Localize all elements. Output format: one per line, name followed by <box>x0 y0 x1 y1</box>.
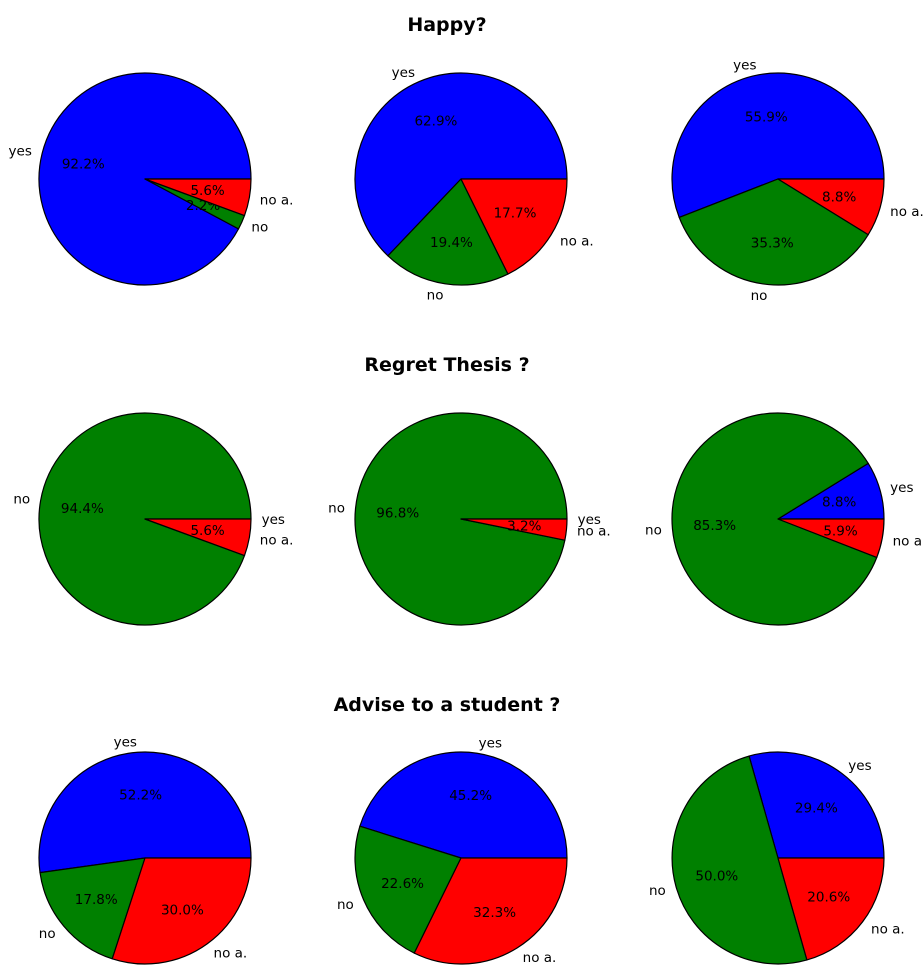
slice-percent-no: 19.4% <box>430 235 473 251</box>
slice-no-a <box>777 178 885 236</box>
slice-label-no: no <box>13 492 30 508</box>
slice-no <box>387 178 509 286</box>
slice-label-no-a: no a. <box>260 192 294 208</box>
slice-percent-no: 22.6% <box>381 876 424 892</box>
slice-label-yes: yes <box>9 144 32 160</box>
slice-label-no: no <box>645 523 662 539</box>
slice-yes <box>359 751 568 859</box>
slice-no-a <box>413 857 568 965</box>
slice-label-yes: yes <box>848 758 871 774</box>
slice-percent-yes: 55.9% <box>745 109 788 125</box>
slice-label-no: no <box>649 883 666 899</box>
slice-no <box>678 178 869 286</box>
slice-percent-no: 85.3% <box>693 518 736 534</box>
pie-happy-3: yes 55.9% no 35.3% no a. 8.8% <box>671 57 923 304</box>
slice-label-no-a: no a. <box>560 234 594 250</box>
slice-percent-yes: 29.4% <box>795 800 838 816</box>
row-title-regret-thesis: Regret Thesis ? <box>364 354 529 376</box>
slice-percent-yes: 8.8% <box>822 495 856 511</box>
slice-label-yes: yes <box>578 512 601 528</box>
slice-label-no-a: no a. <box>893 533 923 549</box>
slice-percent-no-a: 30.0% <box>161 902 204 918</box>
slice-percent-yes: 52.2% <box>119 788 162 804</box>
slice-no-a <box>144 178 252 217</box>
slice-percent-yes: 45.2% <box>449 788 492 804</box>
pie-regret-thesis-3: yes 8.8% no 85.3% no a. 5.9% <box>645 412 923 626</box>
slice-no <box>671 412 878 626</box>
slice-no-a <box>460 518 568 541</box>
slice-percent-no-a: 5.6% <box>190 183 224 199</box>
slice-yes <box>354 72 568 257</box>
slice-yes <box>671 72 885 219</box>
slice-no <box>39 857 146 960</box>
slice-no <box>354 825 462 954</box>
slice-label-yes: yes <box>890 480 913 496</box>
slice-percent-yes: 92.2% <box>62 157 105 173</box>
slice-label-yes: yes <box>392 65 415 81</box>
slice-label-no: no <box>751 288 768 304</box>
pie-advise-to-a-student-1: yes 52.2% no 17.8% no a. 30.0% <box>38 735 252 965</box>
slice-no-a <box>144 518 252 557</box>
slice-percent-no: 35.3% <box>751 235 794 251</box>
slice-label-yes: yes <box>479 736 502 752</box>
slice-percent-no: 17.8% <box>75 892 118 908</box>
slice-yes <box>38 751 252 874</box>
pie-happy-2: yes 62.9% no 19.4% no a. 17.7% <box>354 65 594 303</box>
slice-label-no-a: no a. <box>214 945 248 961</box>
slice-label-yes: yes <box>262 512 285 528</box>
slice-no-a <box>460 178 568 275</box>
slice-label-no-a: no a. <box>890 204 923 220</box>
slice-label-no: no <box>251 220 268 236</box>
slice-label-no-a: no a. <box>871 921 905 937</box>
slice-percent-no: 96.8% <box>376 506 419 522</box>
slice-percent-no: 94.4% <box>61 501 104 517</box>
slice-label-no-a: no a. <box>523 950 557 965</box>
slice-label-yes: yes <box>733 57 756 73</box>
slice-label-no: no <box>337 897 354 913</box>
slice-percent-no-a: 5.6% <box>190 523 224 539</box>
pie-advise-to-a-student-3: yes 29.4% no 50.0% no a. 20.6% <box>649 751 905 965</box>
slice-no <box>671 755 808 965</box>
slice-no-a <box>111 857 252 965</box>
row-title-advise-student: Advise to a student ? <box>334 694 561 716</box>
slice-label-no: no <box>427 287 444 303</box>
slice-percent-no-a: 8.8% <box>822 189 856 205</box>
pie-advise-to-a-student-2: yes 45.2% no 22.6% no a. 32.3% <box>337 736 568 965</box>
slice-percent-no-a: 17.7% <box>494 206 537 222</box>
slice-percent-no-a: 3.2% <box>507 518 541 534</box>
slice-percent-no-a: 5.9% <box>823 524 857 540</box>
slice-no-a <box>777 857 885 961</box>
slice-label-no-a: no a. <box>260 532 294 548</box>
slice-label-yes: yes <box>114 735 137 751</box>
slice-percent-yes: 62.9% <box>414 114 457 130</box>
slice-percent-no-a: 20.6% <box>807 889 850 905</box>
slice-percent-no-a: 32.3% <box>473 905 516 921</box>
slice-label-no: no <box>39 926 56 942</box>
slice-yes <box>748 751 885 859</box>
slice-no-a <box>777 518 885 559</box>
slice-label-no: no <box>328 500 345 516</box>
row-title-happy: Happy? <box>407 14 486 36</box>
slice-percent-no: 50.0% <box>695 868 738 884</box>
slice-label-no-a: no a. <box>577 524 611 540</box>
